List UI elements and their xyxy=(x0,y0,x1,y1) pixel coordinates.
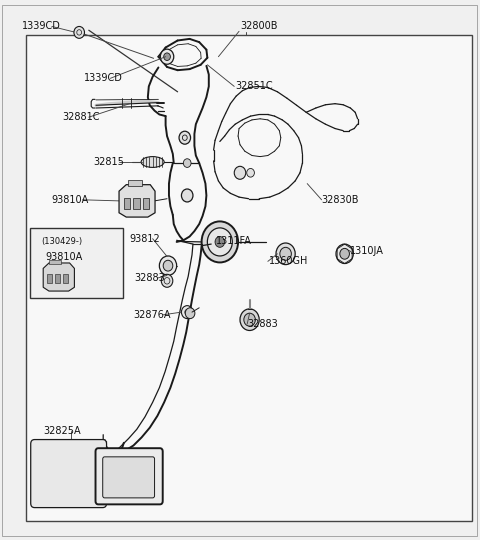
Text: 32883: 32883 xyxy=(247,319,278,329)
Text: 32825A: 32825A xyxy=(43,426,81,436)
Bar xyxy=(124,198,130,209)
Text: 32883: 32883 xyxy=(134,273,165,283)
Circle shape xyxy=(215,237,225,247)
Circle shape xyxy=(181,189,193,202)
Circle shape xyxy=(185,308,195,319)
Circle shape xyxy=(202,221,238,262)
Circle shape xyxy=(234,166,246,179)
Bar xyxy=(49,260,61,264)
Circle shape xyxy=(340,248,349,259)
Circle shape xyxy=(280,247,291,260)
Circle shape xyxy=(160,49,174,64)
Bar xyxy=(143,198,149,209)
Polygon shape xyxy=(43,263,74,291)
Bar xyxy=(55,274,60,283)
Text: 1339CD: 1339CD xyxy=(84,73,123,83)
Text: (130429-): (130429-) xyxy=(41,237,82,246)
Circle shape xyxy=(164,53,170,60)
Bar xyxy=(133,198,140,209)
Circle shape xyxy=(163,260,173,271)
Text: 32815: 32815 xyxy=(94,157,124,167)
Text: 1339CD: 1339CD xyxy=(22,22,60,31)
Text: 32881C: 32881C xyxy=(62,112,100,122)
Circle shape xyxy=(181,306,193,319)
Bar xyxy=(30,228,123,298)
FancyBboxPatch shape xyxy=(103,457,155,498)
Circle shape xyxy=(179,131,191,144)
Circle shape xyxy=(207,228,232,256)
Circle shape xyxy=(240,309,259,330)
Text: 32876A: 32876A xyxy=(133,310,171,320)
Text: 32851C: 32851C xyxy=(235,82,273,91)
FancyBboxPatch shape xyxy=(96,448,163,504)
Circle shape xyxy=(244,313,255,326)
Bar xyxy=(47,274,52,283)
Bar xyxy=(128,180,142,186)
Text: 1311FA: 1311FA xyxy=(216,236,252,246)
Text: 93810A: 93810A xyxy=(46,252,83,261)
Text: 1310JA: 1310JA xyxy=(350,246,384,255)
Circle shape xyxy=(276,243,295,265)
Text: 32830B: 32830B xyxy=(322,195,359,205)
Circle shape xyxy=(74,26,84,38)
Circle shape xyxy=(183,159,191,167)
Text: 1360GH: 1360GH xyxy=(269,256,308,266)
FancyBboxPatch shape xyxy=(31,440,107,508)
Circle shape xyxy=(159,256,177,275)
Polygon shape xyxy=(119,185,155,217)
Bar xyxy=(63,274,68,283)
Text: 93812: 93812 xyxy=(130,234,160,244)
Circle shape xyxy=(161,274,173,287)
Text: 32800B: 32800B xyxy=(240,22,277,31)
Circle shape xyxy=(247,168,254,177)
Circle shape xyxy=(336,244,353,264)
Text: 93810A: 93810A xyxy=(52,195,89,205)
Ellipse shape xyxy=(141,157,164,167)
